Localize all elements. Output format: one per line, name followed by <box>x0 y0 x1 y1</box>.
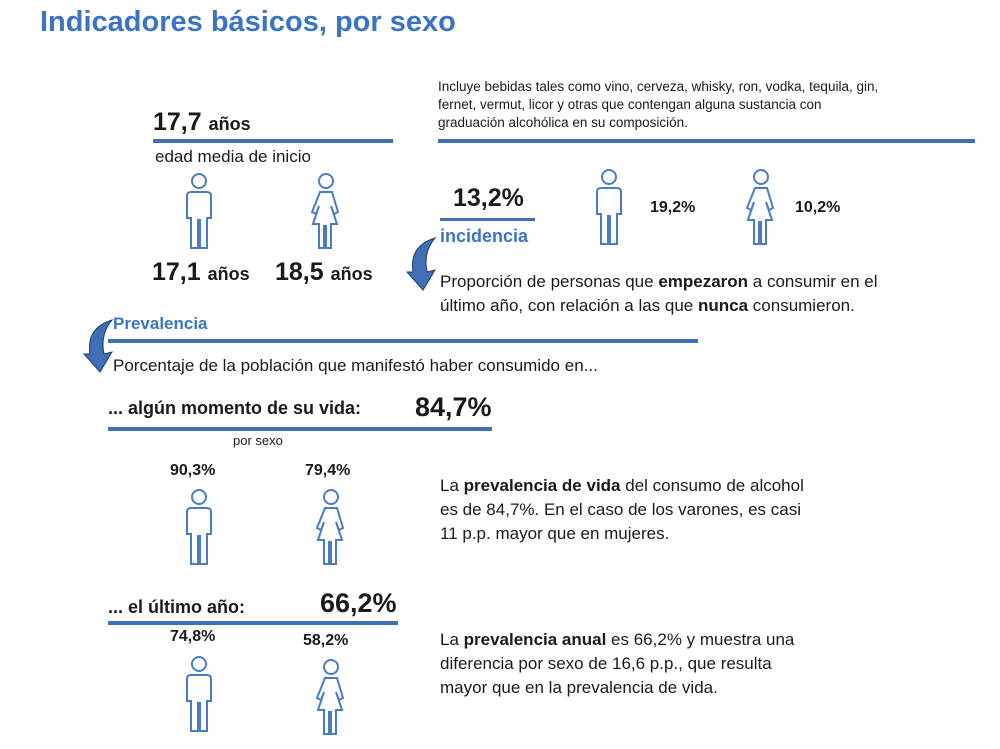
onset-female: 18,5 años <box>275 258 373 286</box>
male-icon <box>186 656 212 732</box>
by-sex-label: por sexo <box>233 433 283 448</box>
onset-male: 17,1 años <box>152 258 250 286</box>
year-label: ... el último año: <box>108 597 246 617</box>
life-value: 84,7% <box>415 392 492 422</box>
life-female: 79,4% <box>305 462 351 479</box>
life-label: ... algún momento de su vida: <box>108 398 362 418</box>
female-icon <box>316 489 344 565</box>
male-icon <box>596 169 622 245</box>
divider <box>108 339 698 343</box>
alcohol-note: Incluye bebidas tales como vino, cerveza… <box>438 78 878 132</box>
incidence-female: 10,2% <box>795 199 841 216</box>
year-male: 74,8% <box>170 628 216 645</box>
incidence-description: Proporción de personas que empezaron a c… <box>440 272 878 315</box>
life-text: La prevalencia de vida del consumo de al… <box>440 476 804 543</box>
incidence-male: 19,2% <box>650 199 696 216</box>
year-value: 66,2% <box>320 588 397 618</box>
male-icon <box>186 489 212 565</box>
prevalence-label: Prevalencia <box>113 314 208 333</box>
divider <box>438 139 975 143</box>
divider <box>440 218 535 221</box>
incidence-label: incidencia <box>440 226 529 246</box>
divider <box>153 139 393 143</box>
female-icon <box>746 169 774 245</box>
year-female: 58,2% <box>303 632 349 649</box>
note-line: fernet, vermut, licor y otras que conten… <box>438 97 822 112</box>
onset-age: 17,7 años <box>153 108 251 136</box>
divider <box>108 621 398 625</box>
onset-label: edad media de inicio <box>155 147 311 166</box>
curved-arrow-icon <box>406 237 436 291</box>
male-icon <box>186 173 212 249</box>
page-title: Indicadores básicos, por sexo <box>40 6 456 38</box>
incidence-value: 13,2% <box>453 184 524 212</box>
female-icon <box>316 659 344 735</box>
note-line: graduación alcohólica en su composición. <box>438 115 688 130</box>
life-male: 90,3% <box>170 462 216 479</box>
year-text: La prevalencia anual es 66,2% y muestra … <box>440 630 795 697</box>
female-icon <box>311 173 339 249</box>
note-line: Incluye bebidas tales como vino, cerveza… <box>438 79 879 94</box>
prevalence-description: Porcentaje de la población que manifestó… <box>113 356 598 375</box>
divider <box>108 427 492 431</box>
